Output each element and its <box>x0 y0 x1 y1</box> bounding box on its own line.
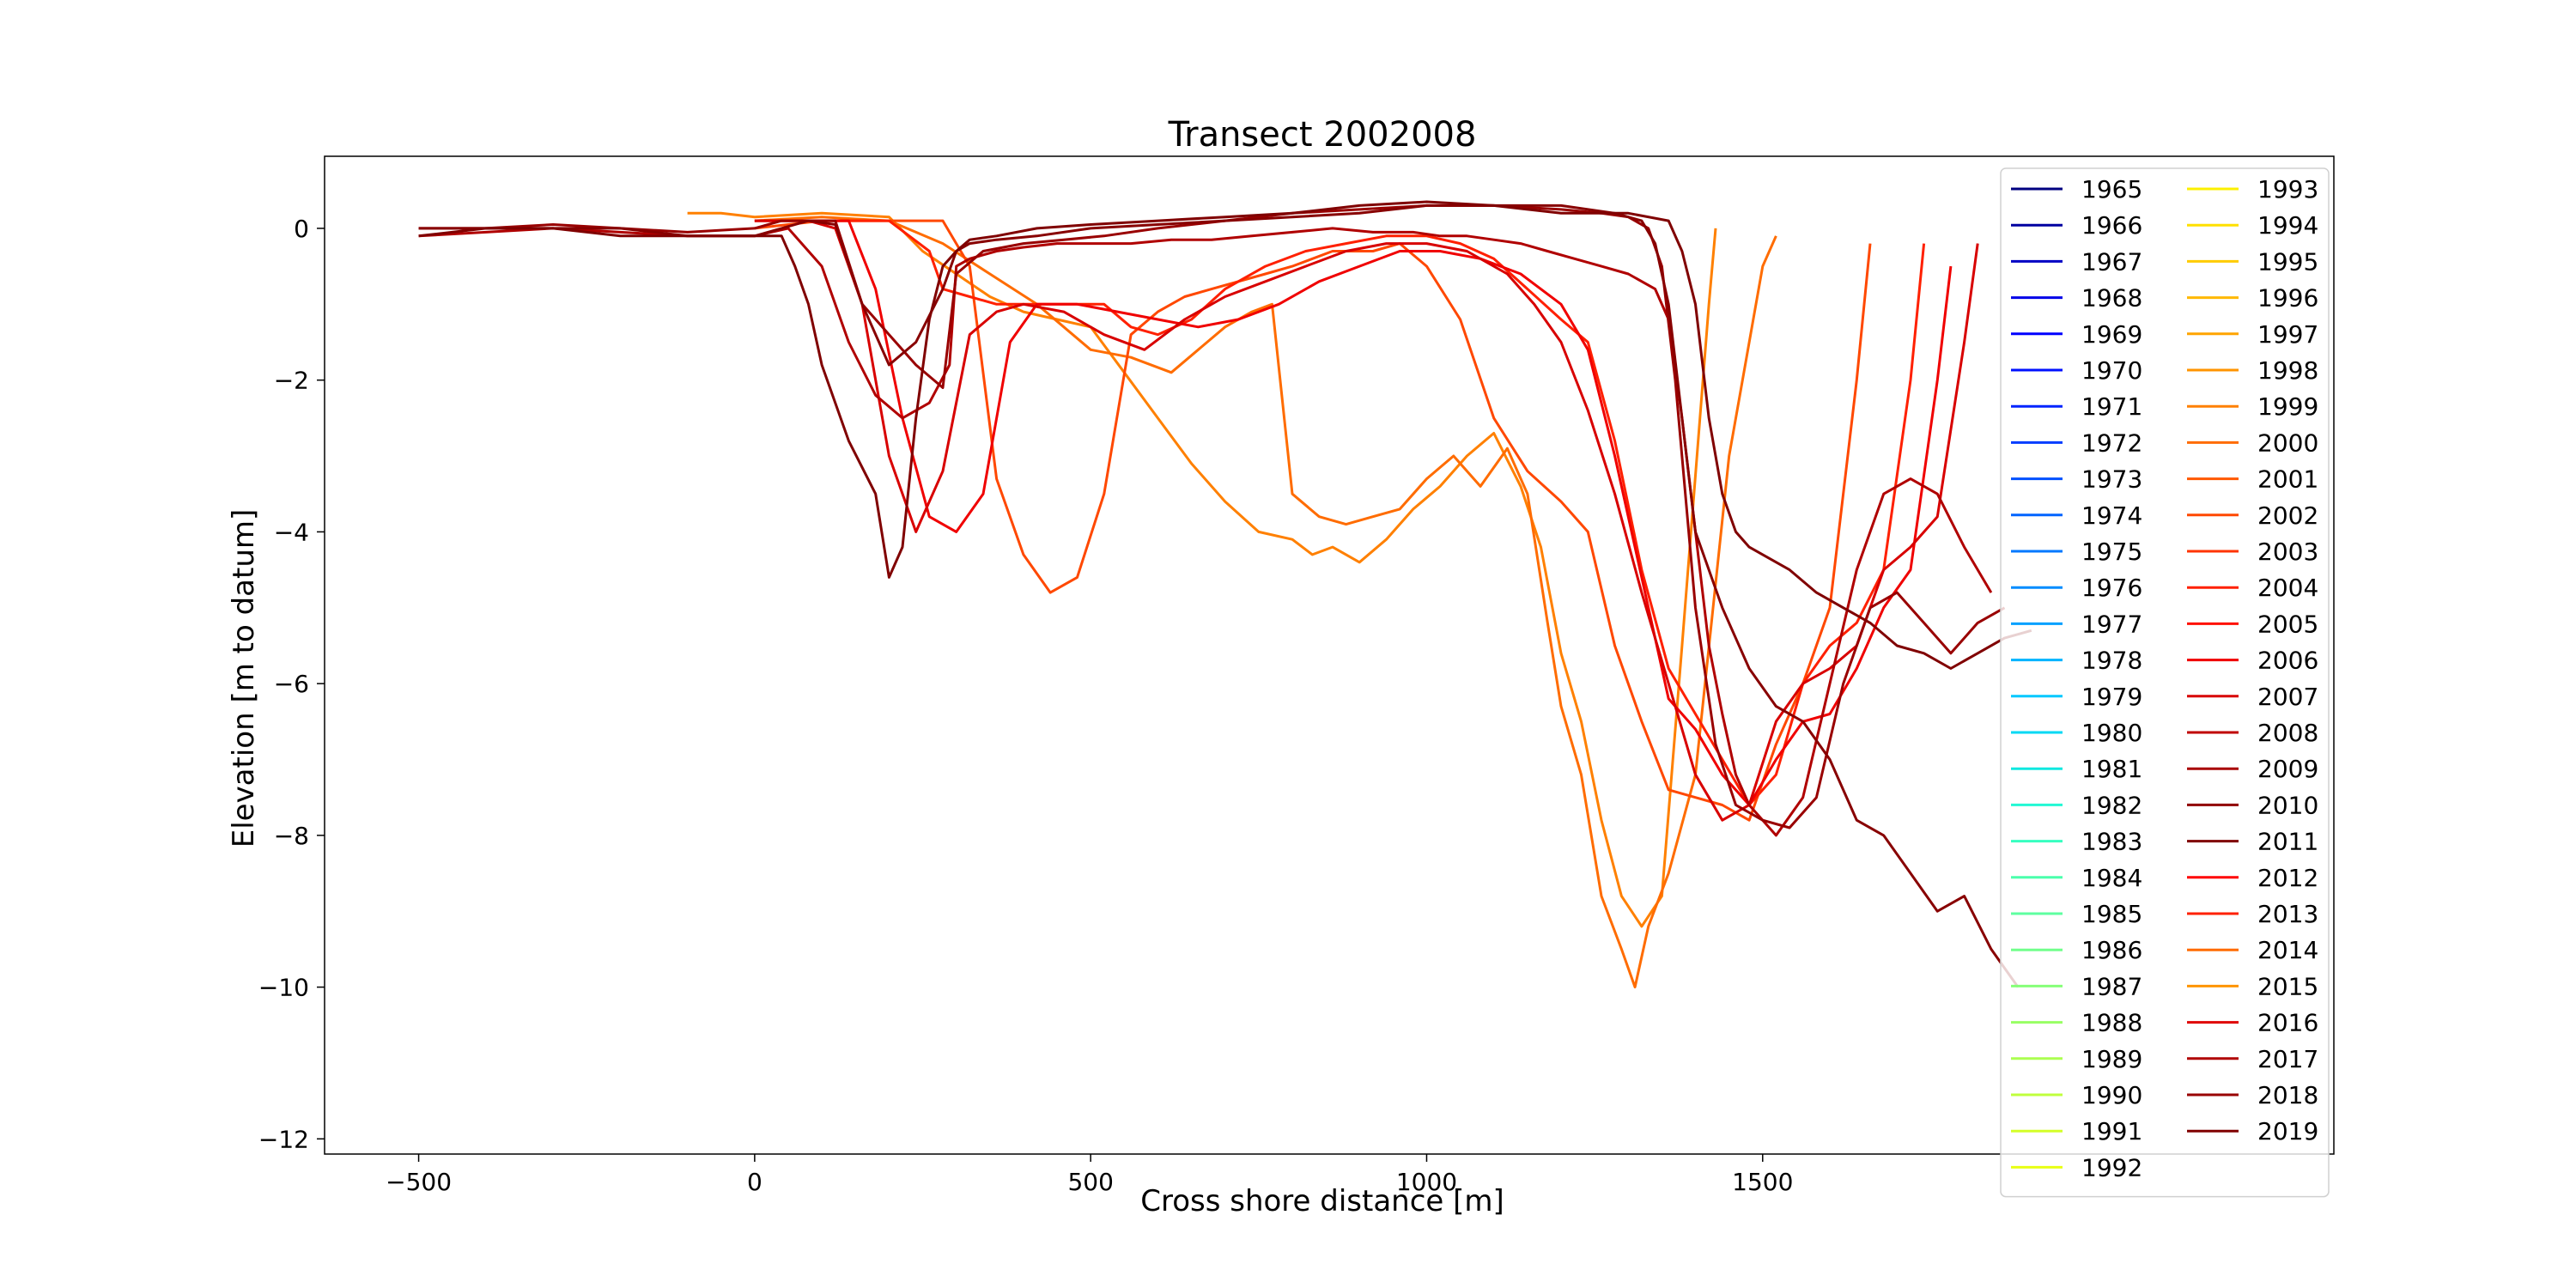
series-line-2019 <box>418 200 2032 670</box>
legend-entry-2019: 2019 <box>2257 1117 2318 1145</box>
y-tick-label: −10 <box>258 974 309 1002</box>
y-tick-label: −12 <box>258 1125 309 1153</box>
series-line-2018 <box>418 204 2020 988</box>
legend-entry-2000: 2000 <box>2257 428 2318 457</box>
legend-entry-2010: 2010 <box>2257 791 2318 819</box>
legend-entry-2004: 2004 <box>2257 574 2318 602</box>
legend: 1965 1966 1967 1968 1969 1970 1971 1972 1973 1974… <box>2000 167 2330 1198</box>
legend-entry-1969: 1969 <box>2081 320 2142 349</box>
legend-entry-2006: 2006 <box>2257 647 2318 675</box>
y-axis-label: Elevation [m to datum] <box>227 509 261 848</box>
legend-entry-1967: 1967 <box>2081 247 2142 276</box>
legend-entry-1981: 1981 <box>2081 755 2142 783</box>
legend-entry-2014: 2014 <box>2257 936 2318 964</box>
legend-entry-1976: 1976 <box>2081 574 2142 602</box>
x-tick-label: −500 <box>386 1168 452 1196</box>
legend-entry-1998: 1998 <box>2257 356 2318 385</box>
legend-entry-1991: 1991 <box>2081 1117 2142 1145</box>
legend-entry-2017: 2017 <box>2257 1045 2318 1073</box>
y-tick-label: −2 <box>274 367 309 395</box>
legend-entry-1995: 1995 <box>2257 247 2318 276</box>
legend-entry-1975: 1975 <box>2081 538 2142 566</box>
legend-entry-1971: 1971 <box>2081 392 2142 421</box>
series-line-2013 <box>754 219 1953 806</box>
legend-entry-2013: 2013 <box>2257 900 2318 928</box>
legend-box <box>2000 167 2330 1198</box>
series-line-2008 <box>754 219 1872 822</box>
legend-entry-1968: 1968 <box>2081 284 2142 313</box>
legend-entry-1973: 1973 <box>2081 465 2142 494</box>
x-tick-label: 1000 <box>1396 1168 1457 1196</box>
legend-entry-1987: 1987 <box>2081 972 2142 1000</box>
legend-entry-2016: 2016 <box>2257 1009 2318 1037</box>
legend-entry-1996: 1996 <box>2257 284 2318 313</box>
x-tick-label: 0 <box>747 1168 762 1196</box>
series-line-2012 <box>754 219 1926 806</box>
legend-entry-2018: 2018 <box>2257 1081 2318 1109</box>
legend-entry-1970: 1970 <box>2081 356 2142 385</box>
chart-title: Transect 2002008 <box>1168 115 1477 155</box>
legend-entry-2015: 2015 <box>2257 972 2318 1000</box>
legend-entry-1977: 1977 <box>2081 610 2142 638</box>
legend-entry-1978: 1978 <box>2081 647 2142 675</box>
y-tick-label: −6 <box>274 670 309 698</box>
legend-entry-1997: 1997 <box>2257 320 2318 349</box>
legend-entry-1982: 1982 <box>2081 791 2142 819</box>
series-line-2016 <box>418 227 1993 837</box>
legend-entry-1979: 1979 <box>2081 683 2142 711</box>
y-tick-label: 0 <box>294 215 309 243</box>
legend-entry-1990: 1990 <box>2081 1081 2142 1109</box>
legend-entry-2011: 2011 <box>2257 828 2318 856</box>
legend-entry-2005: 2005 <box>2257 610 2318 638</box>
legend-entry-2007: 2007 <box>2257 683 2318 711</box>
series-line-2014 <box>754 219 1979 822</box>
legend-entry-1988: 1988 <box>2081 1009 2142 1037</box>
legend-entry-1984: 1984 <box>2081 864 2142 892</box>
legend-entry-1986: 1986 <box>2081 936 2142 964</box>
legend-entry-1989: 1989 <box>2081 1045 2142 1073</box>
axes-layer: −500 0 500 1000 1500 0 −2 −4 −6 −8 −10 −12 <box>258 155 2335 1196</box>
legend-entry-2008: 2008 <box>2257 719 2318 747</box>
legend-entry-2001: 2001 <box>2257 465 2318 494</box>
legend-entry-1980: 1980 <box>2081 719 2142 747</box>
legend-entry-1965: 1965 <box>2081 175 2142 204</box>
legend-entry-1974: 1974 <box>2081 501 2142 530</box>
legend-entry-1966: 1966 <box>2081 211 2142 240</box>
legend-entry-1999: 1999 <box>2257 392 2318 421</box>
x-axis-label: Cross shore distance [m] <box>1140 1184 1504 1218</box>
legend-entry-1994: 1994 <box>2257 211 2318 240</box>
legend-entry-1993: 1993 <box>2257 175 2318 204</box>
legend-entry-2012: 2012 <box>2257 864 2318 892</box>
plot-frame <box>324 155 2335 1155</box>
legend-entry-1992: 1992 <box>2081 1153 2142 1182</box>
x-tick-label: 1500 <box>1732 1168 1793 1196</box>
legend-entry-1985: 1985 <box>2081 900 2142 928</box>
series-layer <box>418 200 2032 989</box>
y-tick-label: −8 <box>274 822 309 850</box>
legend-entry-1983: 1983 <box>2081 828 2142 856</box>
series-line-2017 <box>418 204 2006 829</box>
series-line-2007 <box>754 216 1777 989</box>
legend-entry-2003: 2003 <box>2257 538 2318 566</box>
x-tick-label: 500 <box>1067 1168 1113 1196</box>
legend-entry-1972: 1972 <box>2081 428 2142 457</box>
y-tick-label: −4 <box>274 518 309 546</box>
legend-entry-2002: 2002 <box>2257 501 2318 530</box>
legend-entry-2009: 2009 <box>2257 755 2318 783</box>
